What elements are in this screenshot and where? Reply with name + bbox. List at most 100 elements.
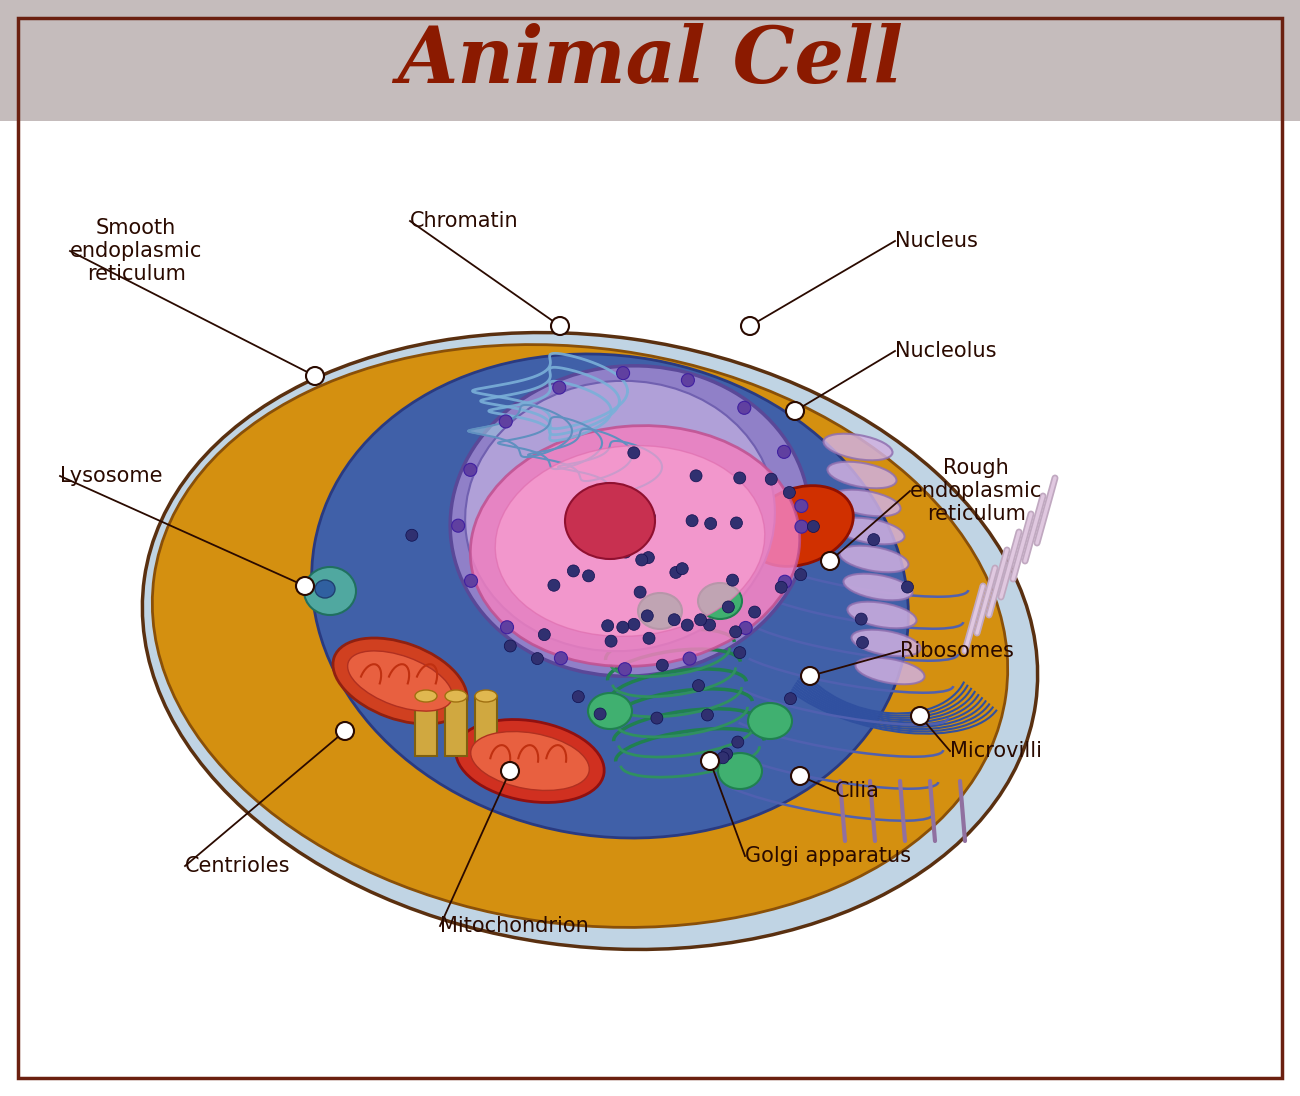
Circle shape [693, 680, 705, 692]
Ellipse shape [347, 651, 452, 711]
Circle shape [681, 619, 693, 631]
Ellipse shape [471, 425, 800, 666]
Circle shape [727, 574, 738, 586]
Circle shape [636, 553, 647, 566]
Circle shape [855, 613, 867, 625]
Polygon shape [528, 429, 632, 481]
Ellipse shape [638, 593, 682, 629]
Circle shape [670, 567, 681, 579]
Circle shape [794, 500, 807, 513]
Bar [0, 0, 1300, 121]
Circle shape [676, 562, 688, 574]
Circle shape [749, 606, 760, 618]
Ellipse shape [333, 638, 467, 724]
Circle shape [733, 647, 746, 659]
Ellipse shape [312, 354, 909, 838]
Circle shape [705, 754, 716, 766]
Text: Rough
endoplasmic
reticulum: Rough endoplasmic reticulum [910, 458, 1043, 524]
Circle shape [642, 551, 654, 563]
Ellipse shape [415, 690, 437, 703]
Polygon shape [558, 441, 662, 493]
Circle shape [335, 722, 354, 740]
Polygon shape [468, 404, 572, 457]
Circle shape [720, 749, 733, 760]
Polygon shape [498, 416, 602, 469]
Circle shape [729, 626, 741, 638]
Circle shape [703, 619, 715, 631]
Text: Mitochondrion: Mitochondrion [439, 916, 589, 936]
FancyBboxPatch shape [474, 696, 497, 756]
Circle shape [733, 472, 746, 484]
Ellipse shape [445, 690, 467, 703]
Ellipse shape [456, 719, 604, 802]
Circle shape [547, 580, 560, 591]
Circle shape [464, 464, 477, 477]
Circle shape [686, 515, 698, 527]
Circle shape [619, 663, 632, 676]
Circle shape [499, 415, 512, 427]
Circle shape [628, 618, 640, 630]
Circle shape [406, 529, 417, 541]
Circle shape [690, 470, 702, 482]
Circle shape [723, 601, 734, 613]
Ellipse shape [474, 690, 497, 703]
Text: Smooth
endoplasmic
reticulum: Smooth endoplasmic reticulum [70, 218, 203, 284]
Circle shape [644, 511, 655, 523]
Ellipse shape [588, 693, 632, 729]
Circle shape [731, 517, 742, 529]
Circle shape [822, 552, 838, 570]
Circle shape [554, 652, 567, 664]
Circle shape [911, 707, 930, 724]
Circle shape [857, 637, 868, 649]
Circle shape [777, 445, 790, 458]
Circle shape [694, 614, 707, 626]
Circle shape [604, 636, 617, 647]
Circle shape [628, 447, 640, 459]
Circle shape [551, 317, 569, 335]
Circle shape [682, 652, 696, 665]
Ellipse shape [746, 486, 853, 567]
Circle shape [766, 473, 777, 486]
Ellipse shape [823, 434, 893, 460]
Circle shape [718, 752, 729, 764]
Circle shape [651, 712, 663, 724]
Circle shape [775, 581, 788, 593]
Circle shape [681, 374, 694, 387]
Ellipse shape [852, 630, 920, 657]
Circle shape [796, 521, 809, 533]
Circle shape [740, 621, 753, 635]
Circle shape [504, 640, 516, 652]
Ellipse shape [840, 546, 909, 572]
Circle shape [807, 521, 819, 533]
Circle shape [779, 575, 792, 589]
Ellipse shape [698, 583, 742, 619]
Circle shape [901, 581, 914, 593]
Circle shape [538, 629, 550, 641]
Circle shape [702, 709, 714, 721]
Circle shape [641, 609, 654, 621]
Circle shape [786, 402, 803, 420]
Circle shape [705, 517, 716, 529]
Circle shape [500, 620, 514, 633]
Text: Nucleus: Nucleus [894, 231, 978, 251]
Circle shape [784, 693, 797, 705]
Circle shape [801, 667, 819, 685]
Ellipse shape [152, 344, 1008, 927]
FancyBboxPatch shape [445, 696, 467, 756]
Ellipse shape [747, 703, 792, 739]
Ellipse shape [471, 731, 589, 790]
Circle shape [306, 367, 324, 385]
Circle shape [794, 569, 807, 581]
Circle shape [790, 767, 809, 785]
Text: Chromatin: Chromatin [410, 212, 519, 231]
Ellipse shape [828, 461, 897, 489]
FancyBboxPatch shape [415, 696, 437, 756]
Ellipse shape [848, 602, 916, 628]
Circle shape [634, 586, 646, 598]
Text: Golgi apparatus: Golgi apparatus [745, 846, 911, 866]
Circle shape [464, 574, 477, 587]
Text: Microvilli: Microvilli [950, 741, 1043, 761]
Circle shape [582, 570, 594, 582]
Ellipse shape [718, 753, 762, 789]
Text: Cilia: Cilia [835, 781, 880, 801]
